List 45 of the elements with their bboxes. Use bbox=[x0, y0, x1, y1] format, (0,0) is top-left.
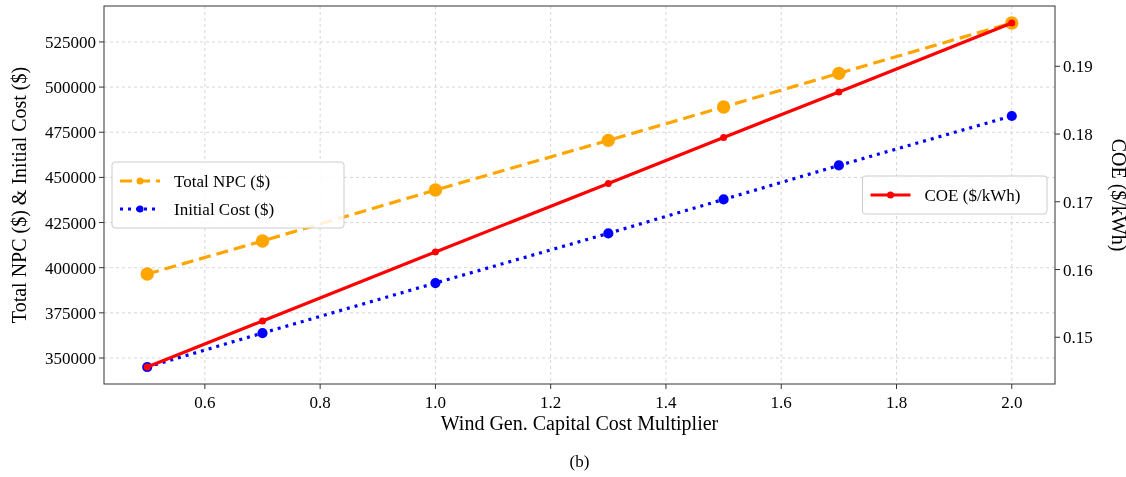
legend-label: COE ($/kWh) bbox=[924, 186, 1021, 205]
x-tick-label: 1.0 bbox=[424, 393, 447, 412]
legend-label: Total NPC ($) bbox=[174, 172, 271, 191]
y-tick-label: 425000 bbox=[45, 213, 96, 233]
y-tick-label: 375000 bbox=[45, 303, 96, 323]
point bbox=[428, 183, 443, 197]
point bbox=[257, 327, 268, 339]
point bbox=[718, 194, 729, 205]
point bbox=[259, 317, 266, 325]
y2-axis-title: COE ($/kWh) bbox=[1107, 138, 1126, 252]
x-tick-label: 2.0 bbox=[1001, 393, 1023, 412]
point bbox=[835, 88, 843, 96]
x-tick-label: 1.6 bbox=[770, 393, 792, 412]
point bbox=[255, 234, 270, 248]
text: (b) bbox=[569, 452, 590, 471]
point bbox=[431, 248, 439, 256]
x-tick-label: 1.4 bbox=[655, 393, 678, 412]
y-tick-label: 350000 bbox=[45, 348, 96, 368]
point bbox=[832, 66, 846, 81]
point bbox=[1006, 110, 1017, 122]
x-tick-label: 0.8 bbox=[309, 393, 331, 412]
y2-tick-label: 0.15 bbox=[1063, 328, 1093, 348]
point bbox=[604, 179, 612, 187]
point bbox=[430, 277, 441, 289]
y-tick-label: 450000 bbox=[45, 168, 96, 188]
point bbox=[601, 133, 616, 148]
point bbox=[603, 228, 614, 239]
x-tick-label: 0.6 bbox=[194, 393, 216, 412]
x-tick-label: 1.8 bbox=[885, 393, 908, 412]
legend-label: Initial Cost ($) bbox=[174, 200, 275, 219]
point bbox=[833, 160, 844, 171]
y-tick-label: 400000 bbox=[45, 258, 96, 278]
point bbox=[716, 100, 731, 114]
y-tick-label: 525000 bbox=[45, 32, 96, 52]
y2-tick-label: 0.17 bbox=[1063, 192, 1094, 212]
x-tick-label: 1.2 bbox=[540, 393, 562, 412]
y2-tick-label: 0.19 bbox=[1063, 57, 1093, 77]
y-tick-label: 475000 bbox=[45, 123, 96, 143]
y2-tick-label: 0.16 bbox=[1063, 260, 1093, 280]
point bbox=[720, 133, 728, 141]
y-axis-title: Total NPC ($) & Initial Cost ($) bbox=[8, 66, 31, 324]
y-tick-label: 500000 bbox=[45, 78, 96, 98]
point bbox=[140, 267, 154, 281]
x-axis-title: Wind Gen. Capital Cost Multiplier bbox=[440, 412, 719, 435]
y2-tick-label: 0.18 bbox=[1063, 125, 1093, 145]
